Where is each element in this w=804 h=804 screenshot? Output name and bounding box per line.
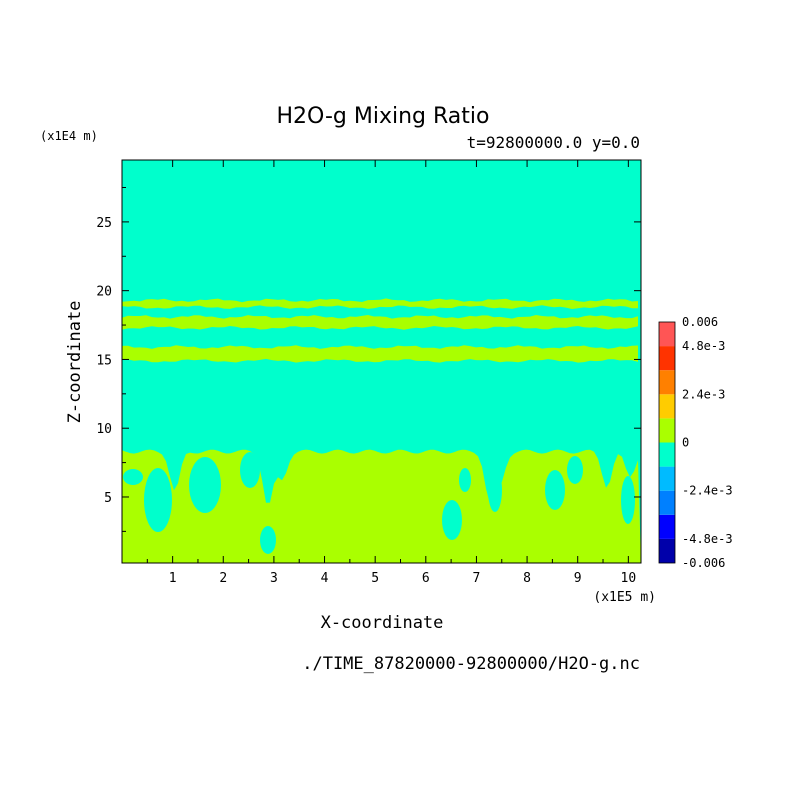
dry-pocket-10 — [123, 469, 143, 485]
dry-pocket-4 — [260, 526, 276, 554]
x-tick-label: 10 — [621, 571, 637, 586]
dry-pocket-5 — [442, 500, 462, 540]
colorbar-label: 2.4e-3 — [682, 387, 725, 401]
plot-area — [121, 159, 642, 564]
colorbar-label: -4.8e-3 — [682, 532, 733, 546]
x-tick-label: 6 — [422, 571, 430, 586]
x-tick-label: 5 — [371, 571, 379, 586]
x-tick-label: 8 — [523, 571, 531, 586]
y-tick-label: 5 — [104, 491, 112, 506]
footer-filename: ./TIME_87820000-92800000/H2O-g.nc — [302, 654, 640, 674]
dry-pocket-1 — [144, 468, 172, 532]
colorbar-segment — [659, 514, 675, 539]
y-tick-label: 10 — [96, 422, 112, 437]
x-tick-label: 2 — [219, 571, 227, 586]
dry-pocket-8 — [567, 456, 583, 484]
dry-pocket-7 — [545, 470, 565, 510]
x-tick-label: 3 — [270, 571, 278, 586]
lower-layer-holes — [123, 452, 635, 554]
y-tick-label: 15 — [96, 353, 112, 368]
dry-pocket-3 — [240, 452, 260, 488]
colorbar-segment — [659, 538, 675, 563]
y-tick-label: 20 — [96, 285, 112, 300]
colorbar-segment — [659, 394, 675, 419]
colorbar: 0.006 4.8e-3 2.4e-3 0 -2.4e-3 -4.8e-3 -0.006 — [658, 315, 733, 570]
y-axis-ticks: 5 10 15 20 25 — [96, 187, 641, 532]
colorbar-segment — [659, 466, 675, 491]
y-units-label: (x1E4 m) — [40, 129, 98, 143]
plot-frame — [121, 159, 642, 564]
colorbar-segment — [659, 418, 675, 443]
colorbar-segment — [659, 442, 675, 467]
moist-bands — [122, 298, 638, 363]
colorbar-segment — [659, 370, 675, 395]
x-tick-label: 1 — [169, 571, 177, 586]
lower-layer — [122, 449, 641, 563]
colorbar-label: 4.8e-3 — [682, 339, 725, 353]
y-tick-label: 25 — [96, 216, 112, 231]
colorbar-label: 0 — [682, 436, 689, 450]
x-units-label: (x1E5 m) — [593, 590, 656, 605]
dry-pocket-11 — [459, 468, 471, 492]
colorbar-segment — [659, 490, 675, 515]
colorbar-label: 0.006 — [682, 315, 718, 329]
colorbar-frame — [658, 321, 676, 564]
dry-pocket-9 — [621, 476, 635, 524]
dry-pocket-2 — [189, 457, 221, 513]
moist-band-2 — [122, 315, 638, 330]
colorbar-label: -0.006 — [682, 556, 725, 570]
x-tick-label: 7 — [473, 571, 481, 586]
x-tick-label: 9 — [574, 571, 582, 586]
dry-pocket-6 — [488, 468, 502, 512]
moist-band-1 — [122, 298, 638, 309]
colorbar-segment — [659, 346, 675, 371]
colorbar-label: -2.4e-3 — [682, 484, 733, 498]
chart-title: H2O-g Mixing Ratio — [277, 104, 490, 129]
colorbar-segment — [659, 322, 675, 347]
x-tick-label: 4 — [321, 571, 329, 586]
y-axis-label: Z-coordinate — [65, 301, 85, 424]
chart-subtitle: t=92800000.0 y=0.0 — [467, 133, 640, 152]
x-axis-label: X-coordinate — [321, 613, 444, 633]
x-axis-ticks: 1 2 3 4 5 6 7 8 9 10 — [146, 160, 637, 586]
moist-band-3 — [122, 345, 638, 363]
